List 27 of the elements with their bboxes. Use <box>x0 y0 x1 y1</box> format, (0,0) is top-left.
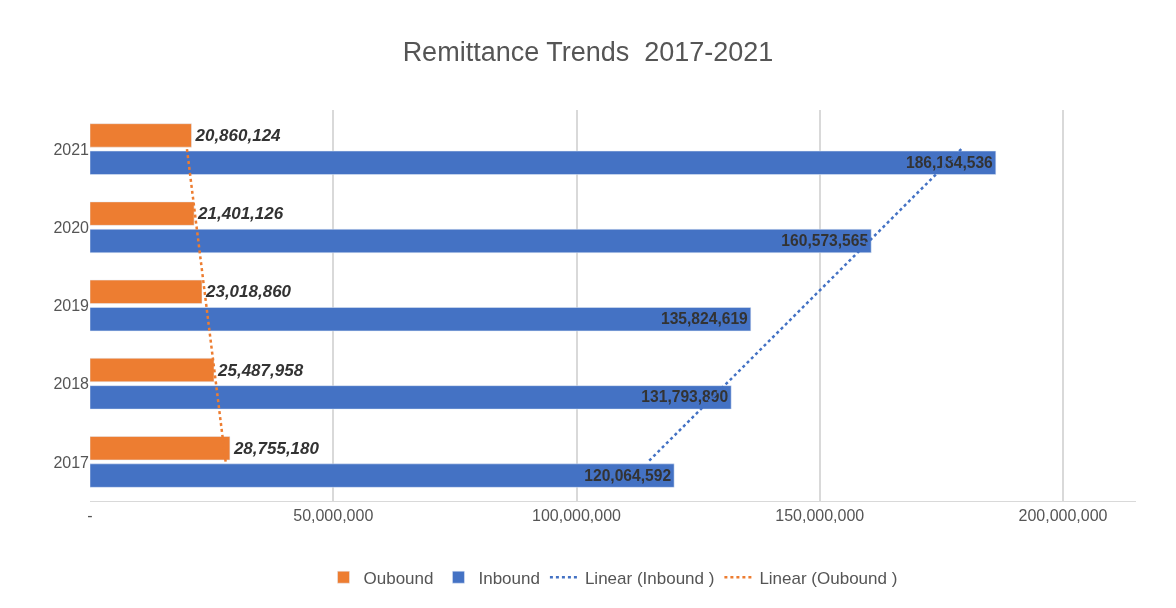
x-tick-label: 200,000,000 <box>1018 507 1108 525</box>
x-tick-label: - <box>87 507 93 525</box>
data-label: 131,793,890 <box>641 388 729 406</box>
y-tick-label: 2020 <box>53 218 90 236</box>
legend-label: Linear (Inbound ) <box>584 568 715 588</box>
legend-label: Oubound <box>363 568 434 588</box>
chart-title: Remittance Trends 2017-2021 <box>402 37 774 68</box>
data-label: 28,755,180 <box>232 438 320 458</box>
data-label: 186,184,536 <box>905 153 994 171</box>
data-label: 23,018,860 <box>204 282 292 302</box>
data-label: 120,064,592 <box>584 466 672 484</box>
bar <box>90 307 752 332</box>
y-tick-label: 2019 <box>53 297 90 315</box>
data-label: 135,824,619 <box>660 310 749 328</box>
y-tick-label: 2018 <box>53 375 90 393</box>
data-label: 160,573,565 <box>781 232 869 250</box>
bar <box>90 463 675 488</box>
data-label: 21,401,126 <box>197 204 284 224</box>
x-tick-label: 150,000,000 <box>775 507 865 525</box>
legend-label: Inbound <box>478 568 540 588</box>
data-label: 20,860,124 <box>194 125 282 145</box>
x-tick-label: 50,000,000 <box>293 507 374 525</box>
data-label: 25,487,958 <box>217 360 304 380</box>
y-tick-label: 2021 <box>53 140 90 158</box>
y-tick-label: 2017 <box>53 453 90 471</box>
legend-label: Linear (Oubound ) <box>759 568 898 588</box>
x-tick-label: 100,000,000 <box>532 507 622 525</box>
